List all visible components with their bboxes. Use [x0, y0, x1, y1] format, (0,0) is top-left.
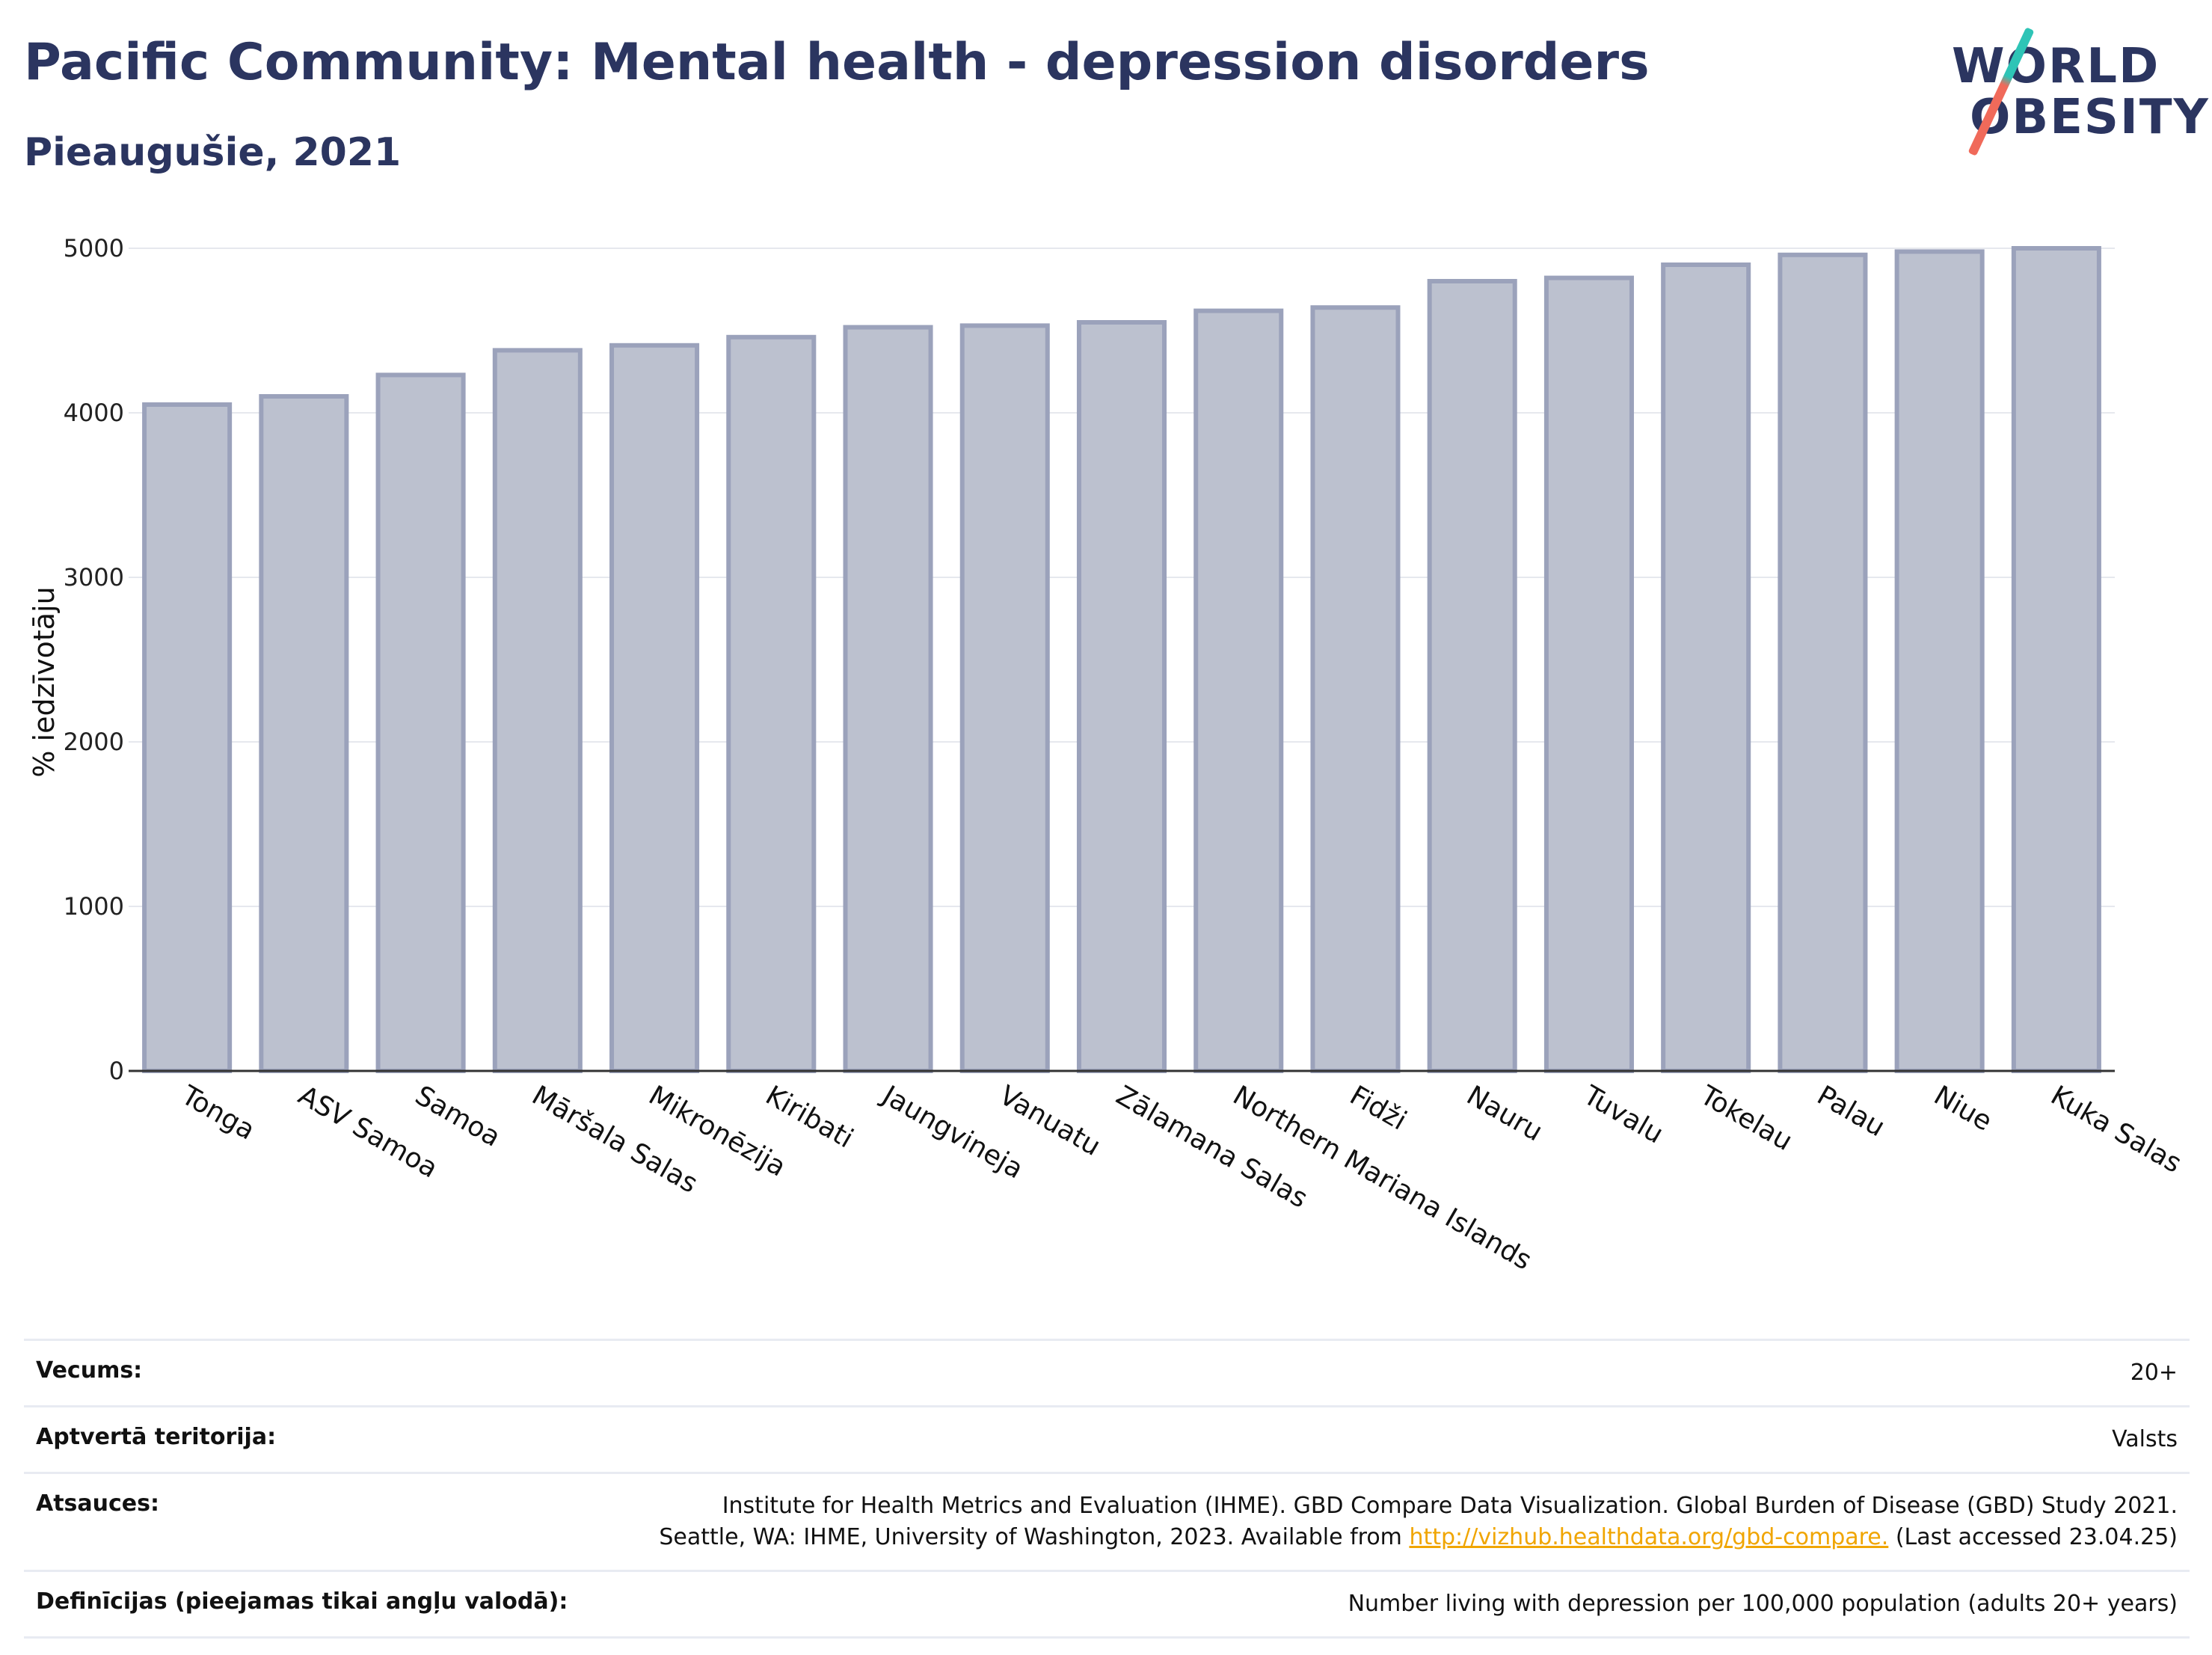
- x-category-label: Tonga: [176, 1080, 260, 1146]
- x-category-label: Kuka Salas: [2045, 1080, 2187, 1179]
- sources-line-1: Institute for Health Metrics and Evaluat…: [722, 1493, 2178, 1519]
- bars: [142, 246, 2101, 1074]
- metadata-table: Vecums: 20+ Aptvertā teritorija: Valsts …: [24, 1339, 2190, 1639]
- age-value: 20+: [2130, 1360, 2178, 1386]
- meta-row-age: Vecums: 20+: [24, 1339, 2190, 1405]
- coverage-label: Aptvertā teritorija:: [36, 1424, 277, 1450]
- coverage-value: Valsts: [2112, 1426, 2178, 1452]
- y-tick-label: 4000: [64, 399, 124, 427]
- x-category-label: Samoa: [410, 1080, 506, 1153]
- chart-subtitle: Pieaugušie, 2021: [24, 130, 402, 175]
- y-axis-ticks: 0 1000 2000 3000 4000 5000: [64, 234, 124, 1085]
- meta-row-coverage: Aptvertā teritorija: Valsts: [24, 1405, 2190, 1472]
- age-label: Vecums:: [36, 1357, 143, 1384]
- chart-title: Pacific Community: Mental health - depre…: [24, 33, 1650, 92]
- bar[interactable]: [375, 372, 466, 1073]
- y-tick-label: 2000: [64, 728, 124, 756]
- x-category-label: Kiribati: [761, 1080, 858, 1154]
- sources-link[interactable]: http://vizhub.healthdata.org/gbd-compare…: [1409, 1524, 1889, 1550]
- sources-line-2-pre: Seattle, WA: IHME, University of Washing…: [659, 1524, 1410, 1550]
- sources-line-2: Seattle, WA: IHME, University of Washing…: [659, 1522, 2178, 1553]
- definitions-value: Number living with depression per 100,00…: [1348, 1591, 2178, 1617]
- sources-line-2-post: (Last accessed 23.04.25): [1888, 1524, 2178, 1550]
- y-tick-label: 3000: [64, 563, 124, 592]
- bar[interactable]: [2011, 246, 2101, 1073]
- bar[interactable]: [1894, 249, 1985, 1073]
- y-tick-label: 5000: [64, 234, 124, 262]
- bar[interactable]: [142, 402, 233, 1073]
- x-category-label: Tuvalu: [1578, 1080, 1668, 1150]
- bar[interactable]: [1310, 305, 1401, 1073]
- bar[interactable]: [959, 323, 1050, 1073]
- bar-chart: 0 1000 2000 3000 4000 5000 Tonga ASV SamoaSamo…: [28, 234, 2187, 1277]
- x-category-label: Niue: [1929, 1080, 1997, 1137]
- bar[interactable]: [609, 343, 700, 1074]
- logo-text-obesity: OBESITY: [1970, 90, 2210, 145]
- sources-value: Institute for Health Metrics and Evaluat…: [659, 1490, 2178, 1553]
- logo-text-world: WORLD: [1952, 39, 2160, 94]
- y-axis-label: % iedzīvotāju: [28, 586, 61, 777]
- x-category-label: Fidži: [1345, 1080, 1412, 1136]
- meta-row-sources: Atsauces: Institute for Health Metrics a…: [24, 1472, 2190, 1570]
- y-tick-label: 0: [109, 1057, 124, 1085]
- bar[interactable]: [1193, 308, 1284, 1074]
- bar[interactable]: [259, 394, 349, 1073]
- x-category-label: Zālamana Salas: [1111, 1080, 1313, 1214]
- meta-row-definitions: Definīcijas (pieejamas tikai angļu valod…: [24, 1570, 2190, 1639]
- bar[interactable]: [1778, 252, 1868, 1073]
- bar[interactable]: [1661, 262, 1751, 1073]
- x-category-label: Nauru: [1461, 1080, 1547, 1147]
- bar[interactable]: [1076, 320, 1167, 1073]
- definitions-label: Definīcijas (pieejamas tikai angļu valod…: [36, 1588, 568, 1615]
- sources-label: Atsauces:: [36, 1490, 159, 1517]
- x-category-label: Palau: [1812, 1080, 1890, 1143]
- x-category-label: Tokelau: [1695, 1080, 1798, 1157]
- bar[interactable]: [1427, 279, 1517, 1073]
- y-tick-label: 1000: [64, 892, 124, 921]
- bar[interactable]: [843, 325, 933, 1074]
- bar[interactable]: [726, 334, 817, 1074]
- bar[interactable]: [1543, 275, 1634, 1074]
- bar[interactable]: [492, 348, 583, 1073]
- world-obesity-logo[interactable]: WORLD OBESITY: [1952, 22, 2208, 157]
